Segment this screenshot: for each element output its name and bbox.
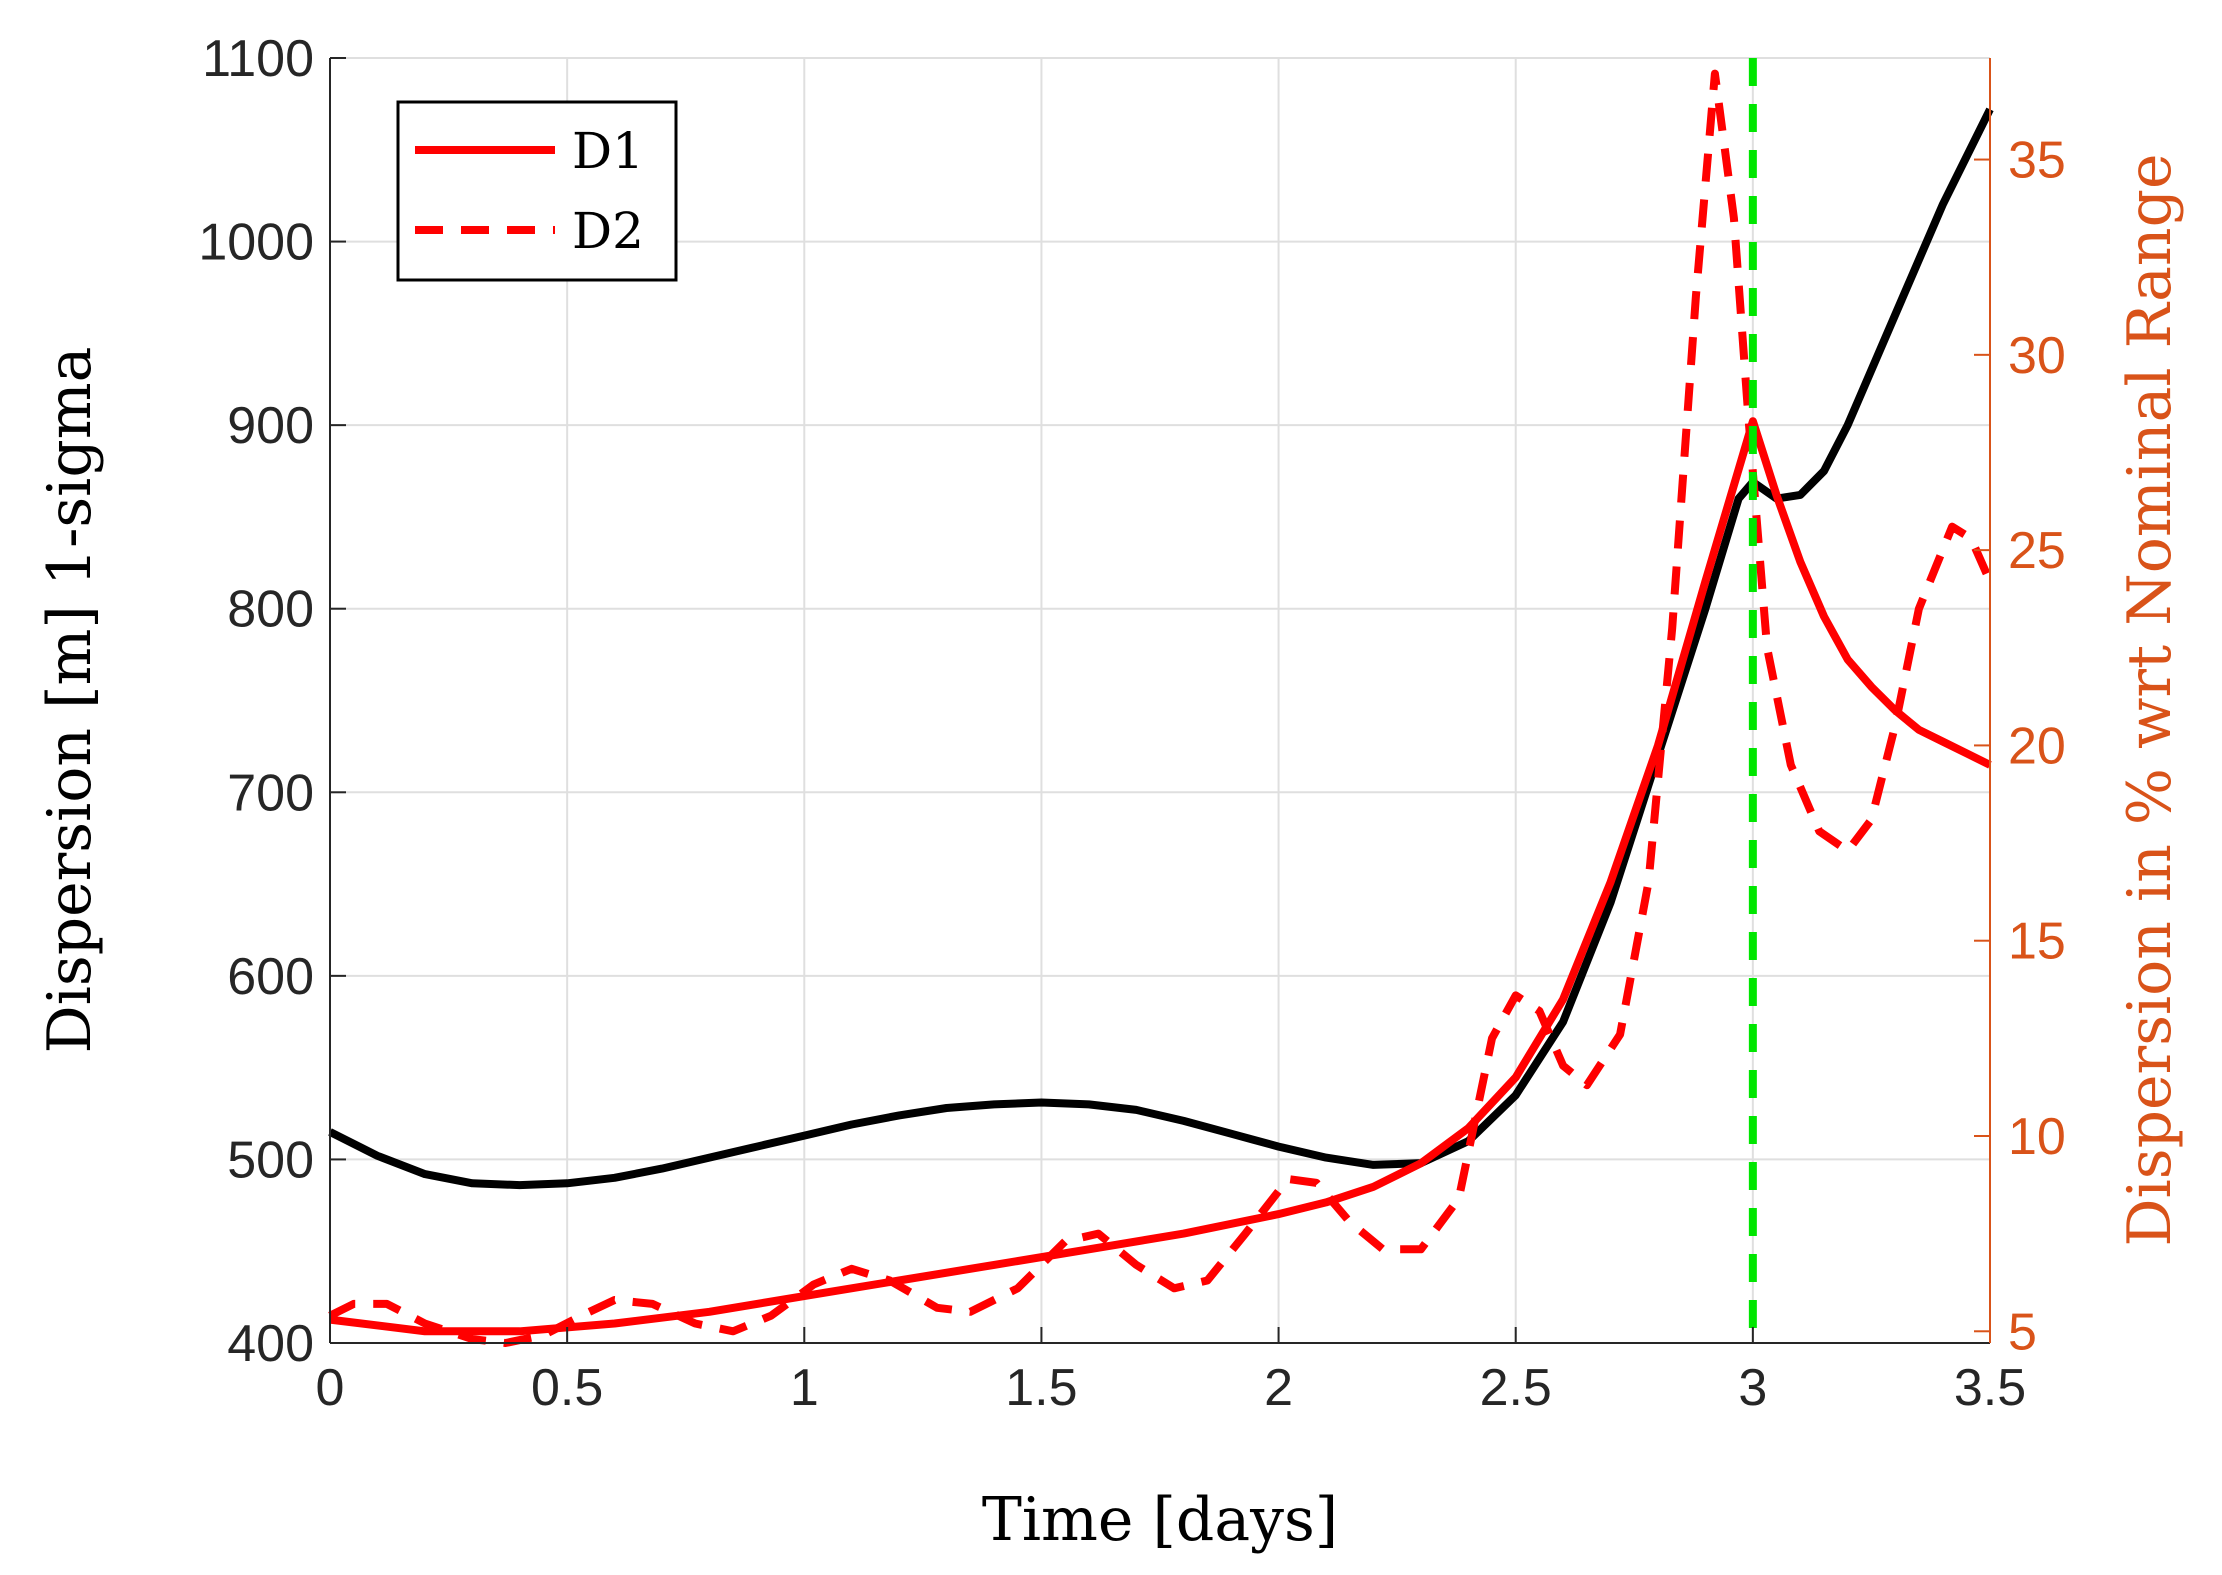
- legend: D1 D2: [396, 100, 678, 282]
- y-right-tick-label: 15: [2008, 913, 2066, 971]
- y-tick-label: 400: [227, 1315, 314, 1373]
- x-tick-label: 3.5: [1954, 1359, 2026, 1417]
- y-axis-right-title: Dispersion in % wrt Nominal Range: [2115, 154, 2185, 1247]
- series-line-d2-right: [328, 69, 1994, 1347]
- legend-box: [396, 100, 678, 282]
- x-tick-label: 2: [1264, 1359, 1293, 1417]
- legend-label-d1: D1: [572, 122, 644, 180]
- series-line-d1-left: [328, 107, 1994, 1190]
- y-right-tick-label: 10: [2008, 1108, 2066, 1166]
- y-axis-title: Dispersion [m] 1-sigma: [35, 347, 105, 1054]
- y-tick-label: 1100: [202, 30, 314, 88]
- x-tick-label: 3: [1738, 1359, 1767, 1417]
- y-tick-label: 800: [227, 581, 314, 639]
- y-right-tick-label: 25: [2008, 522, 2066, 580]
- x-tick-label: 0: [316, 1359, 345, 1417]
- y-tick-label: 700: [227, 764, 314, 822]
- y-tick-label: 500: [227, 1131, 314, 1189]
- y-tick-label: 900: [227, 397, 314, 455]
- y-right-tick-label: 5: [2008, 1303, 2037, 1361]
- x-tick-label: 2.5: [1480, 1359, 1552, 1417]
- y-right-tick-label: 20: [2008, 717, 2066, 775]
- y-tick-label: 1000: [198, 214, 314, 272]
- axes: [329, 57, 1991, 1344]
- y-tick-label: 600: [227, 948, 314, 1006]
- x-tick-label: 1.5: [1005, 1359, 1077, 1417]
- x-axis-title: Time [days]: [982, 1485, 1338, 1555]
- legend-label-d2: D2: [572, 202, 644, 260]
- y-right-tick-label: 30: [2008, 327, 2066, 385]
- series-layer: [328, 58, 1994, 1347]
- y-right-tick-label: 35: [2008, 132, 2066, 190]
- x-tick-label: 1: [790, 1359, 819, 1417]
- x-tick-label: 0.5: [531, 1359, 603, 1417]
- tick-labels: 0 0.5 1 1.5 2 2.5 3 3.5 400 500 600 700 800 900 1000 11…: [198, 30, 2066, 1417]
